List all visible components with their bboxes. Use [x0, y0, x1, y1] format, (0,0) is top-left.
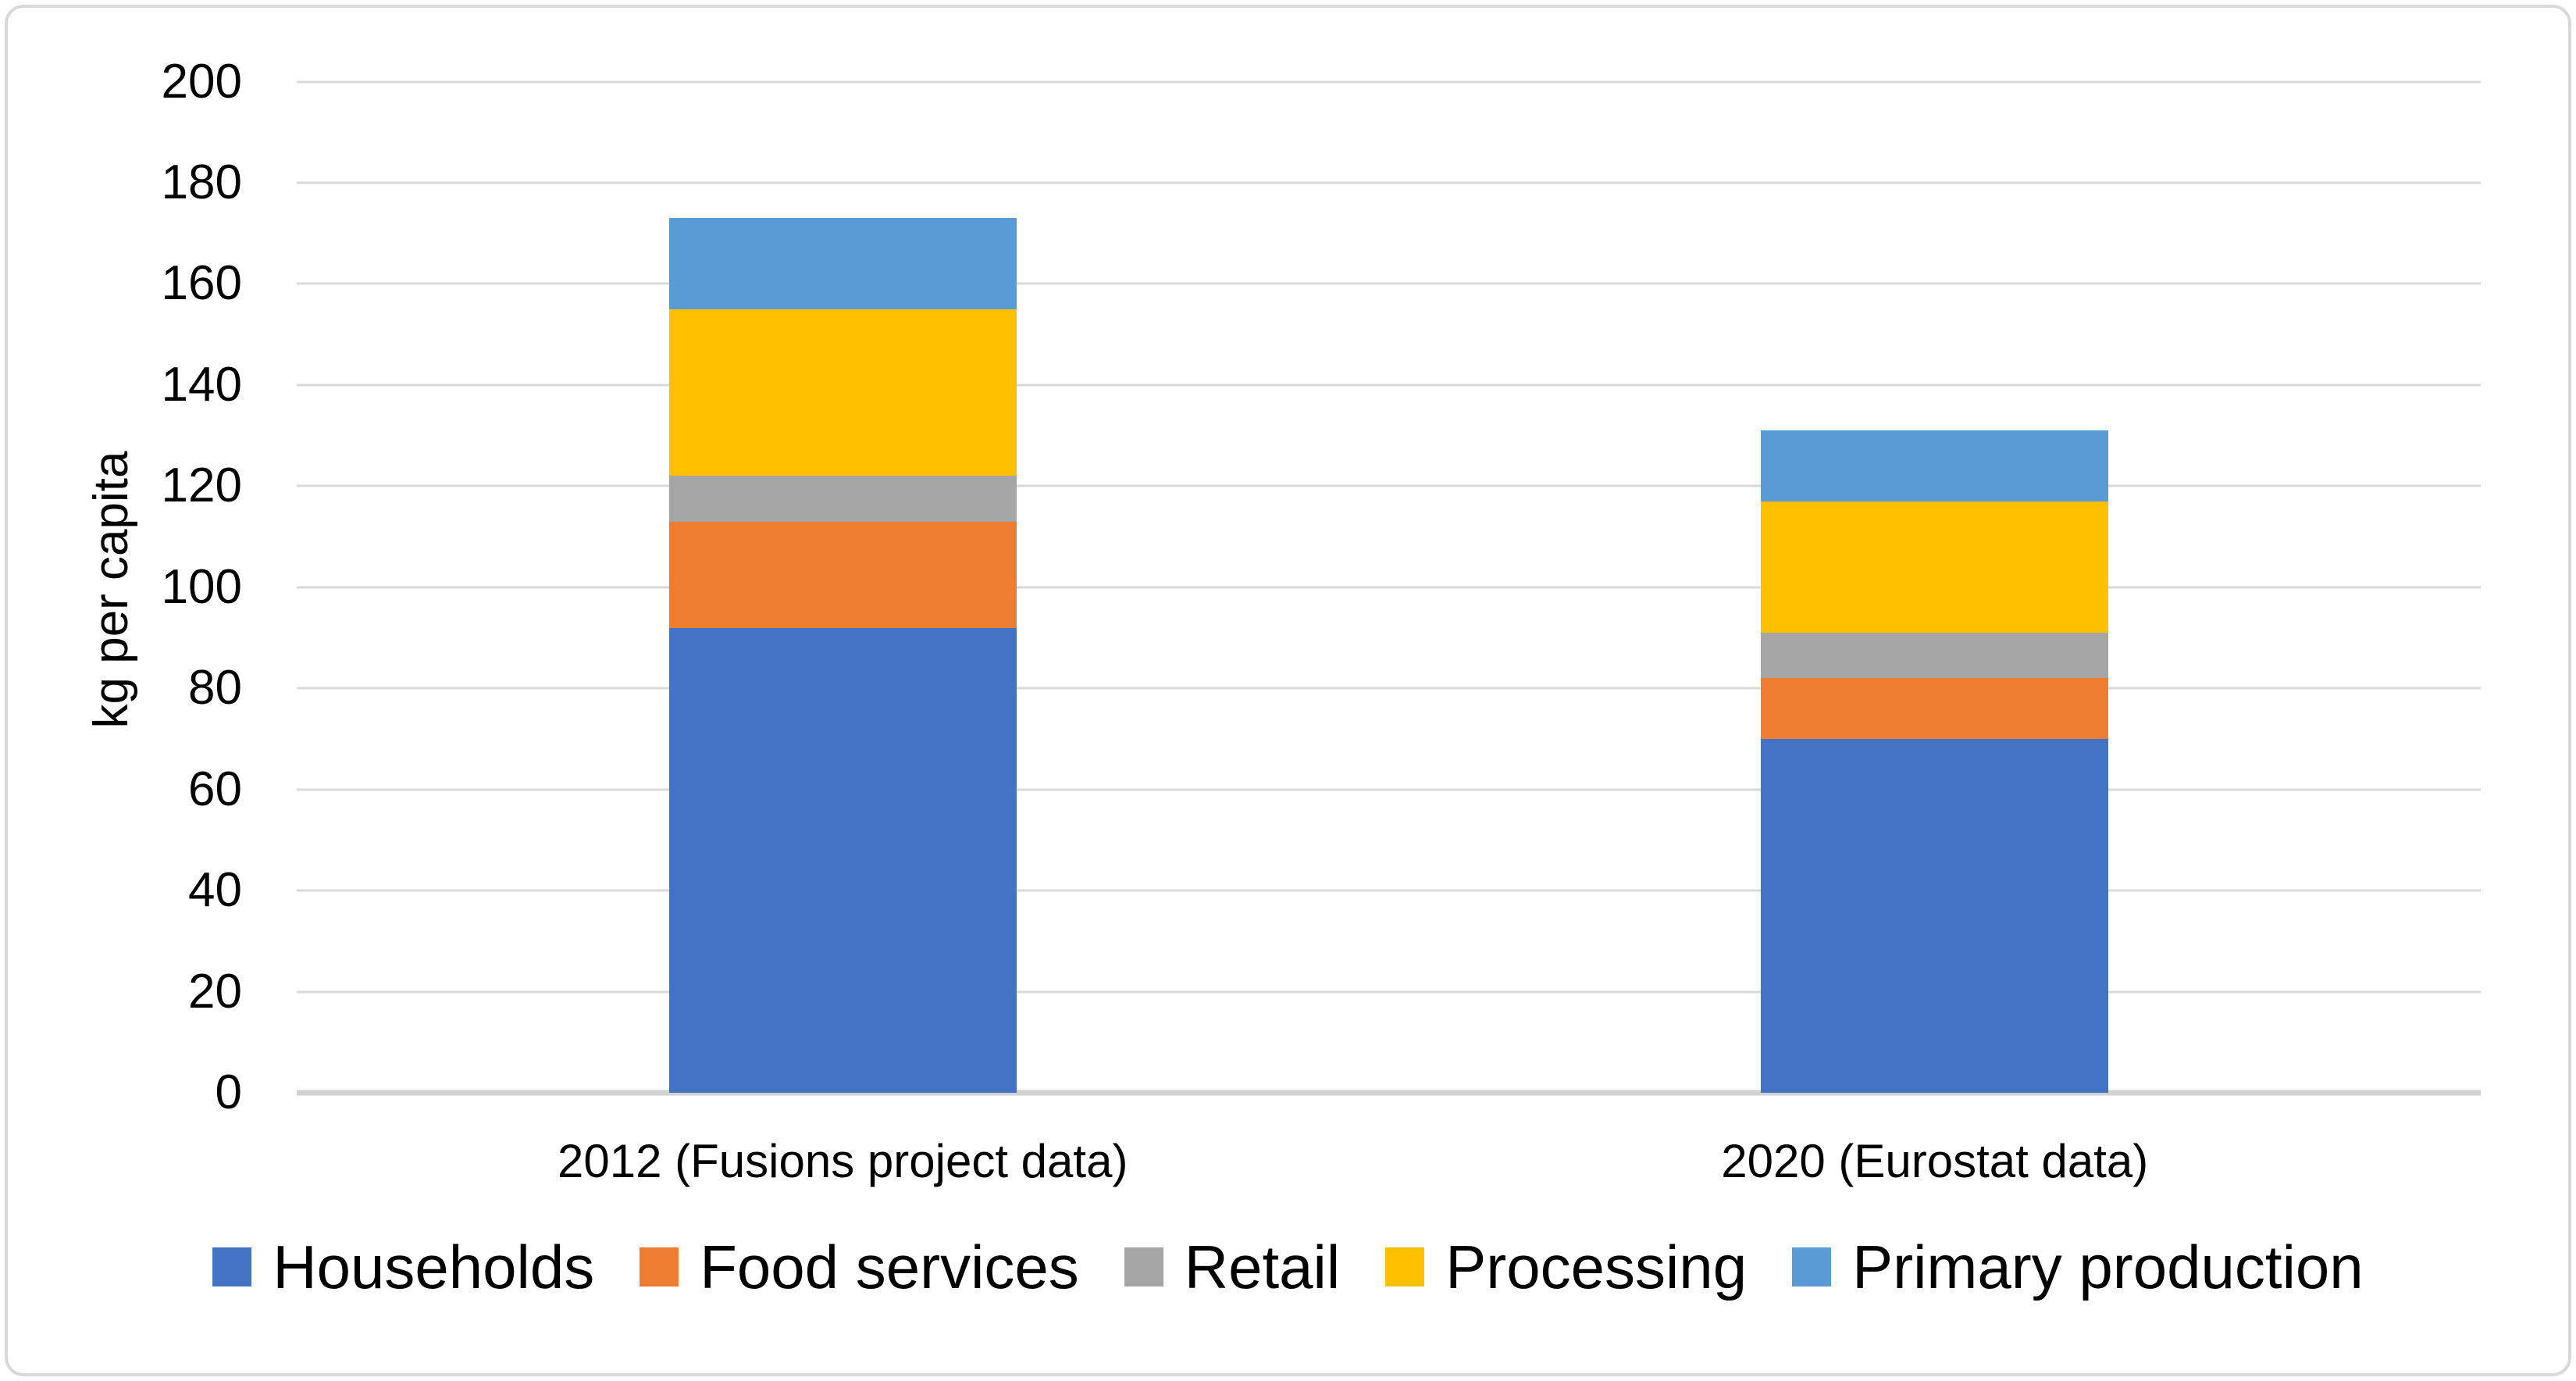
gridline-100 [297, 586, 2481, 589]
gridline-80 [297, 687, 2481, 690]
plot-area: 0 20 40 60 80 100 120 140 160 180 200 2012 (Fusions… [162, 57, 2481, 1185]
legend-swatch-icon-primary-production [1792, 1247, 1832, 1286]
legend-label-food-services: Food services [700, 1232, 1079, 1301]
bar-segment-processing [1761, 501, 2109, 633]
gridline-180 [297, 181, 2481, 184]
gridline-20 [297, 990, 2481, 994]
y-axis-tick-label-100: 100 [161, 559, 242, 614]
bar-segment-food-services [668, 521, 1017, 628]
bar-segment-households [668, 627, 1017, 1094]
y-axis-tick-label-80: 80 [188, 661, 242, 715]
gridline-160 [297, 282, 2481, 285]
legend-label-households: Households [273, 1232, 595, 1301]
bar-segment-retail [668, 476, 1017, 522]
stacked-bar-2012 [668, 218, 1017, 1094]
y-axis-tick-label-40: 40 [188, 863, 242, 918]
y-axis-tick-label-200: 200 [161, 54, 242, 109]
bar-segment-primary-production [668, 218, 1017, 309]
legend-swatch-icon-households [212, 1247, 252, 1286]
legend-label-primary-production: Primary production [1852, 1232, 2364, 1301]
bar-segment-primary-production [1761, 430, 2109, 501]
y-axis-tick-label-0: 0 [215, 1065, 242, 1120]
gridline-40 [297, 889, 2481, 892]
legend-item-food-services: Food services [640, 1236, 1079, 1297]
chart-legend: Households Food services Retail Processing P… [0, 1236, 2576, 1297]
legend-item-primary-production: Primary production [1792, 1236, 2364, 1297]
category-label-2012: 2012 (Fusions project data) [558, 1135, 1128, 1188]
legend-item-households: Households [212, 1236, 594, 1297]
legend-item-processing: Processing [1385, 1236, 1747, 1297]
bar-segment-food-services [1761, 678, 2109, 739]
x-axis-line [297, 1090, 2481, 1096]
gridline-140 [297, 384, 2481, 387]
legend-label-retail: Retail [1184, 1232, 1341, 1301]
gridline-120 [297, 484, 2481, 487]
bar-segment-retail [1761, 633, 2109, 679]
legend-swatch-icon-food-services [640, 1247, 679, 1286]
y-axis-tick-label-180: 180 [161, 155, 242, 209]
gridline-200 [297, 80, 2481, 83]
y-axis-tick-label-20: 20 [188, 964, 242, 1019]
y-axis-tick-label-120: 120 [161, 459, 242, 513]
bar-segment-processing [668, 309, 1017, 476]
category-label-2020: 2020 (Eurostat data) [1721, 1135, 2149, 1188]
gridline-60 [297, 788, 2481, 791]
legend-label-processing: Processing [1445, 1232, 1748, 1301]
y-axis-title: kg per capita [84, 451, 138, 729]
y-axis-tick-label-160: 160 [161, 256, 242, 311]
stacked-bar-2020 [1761, 430, 2109, 1094]
y-axis-tick-label-140: 140 [161, 357, 242, 412]
legend-swatch-icon-processing [1385, 1247, 1425, 1286]
legend-item-retail: Retail [1124, 1236, 1340, 1297]
bar-segment-households [1761, 738, 2109, 1094]
legend-swatch-icon-retail [1124, 1247, 1163, 1286]
y-axis-tick-label-60: 60 [188, 762, 242, 816]
